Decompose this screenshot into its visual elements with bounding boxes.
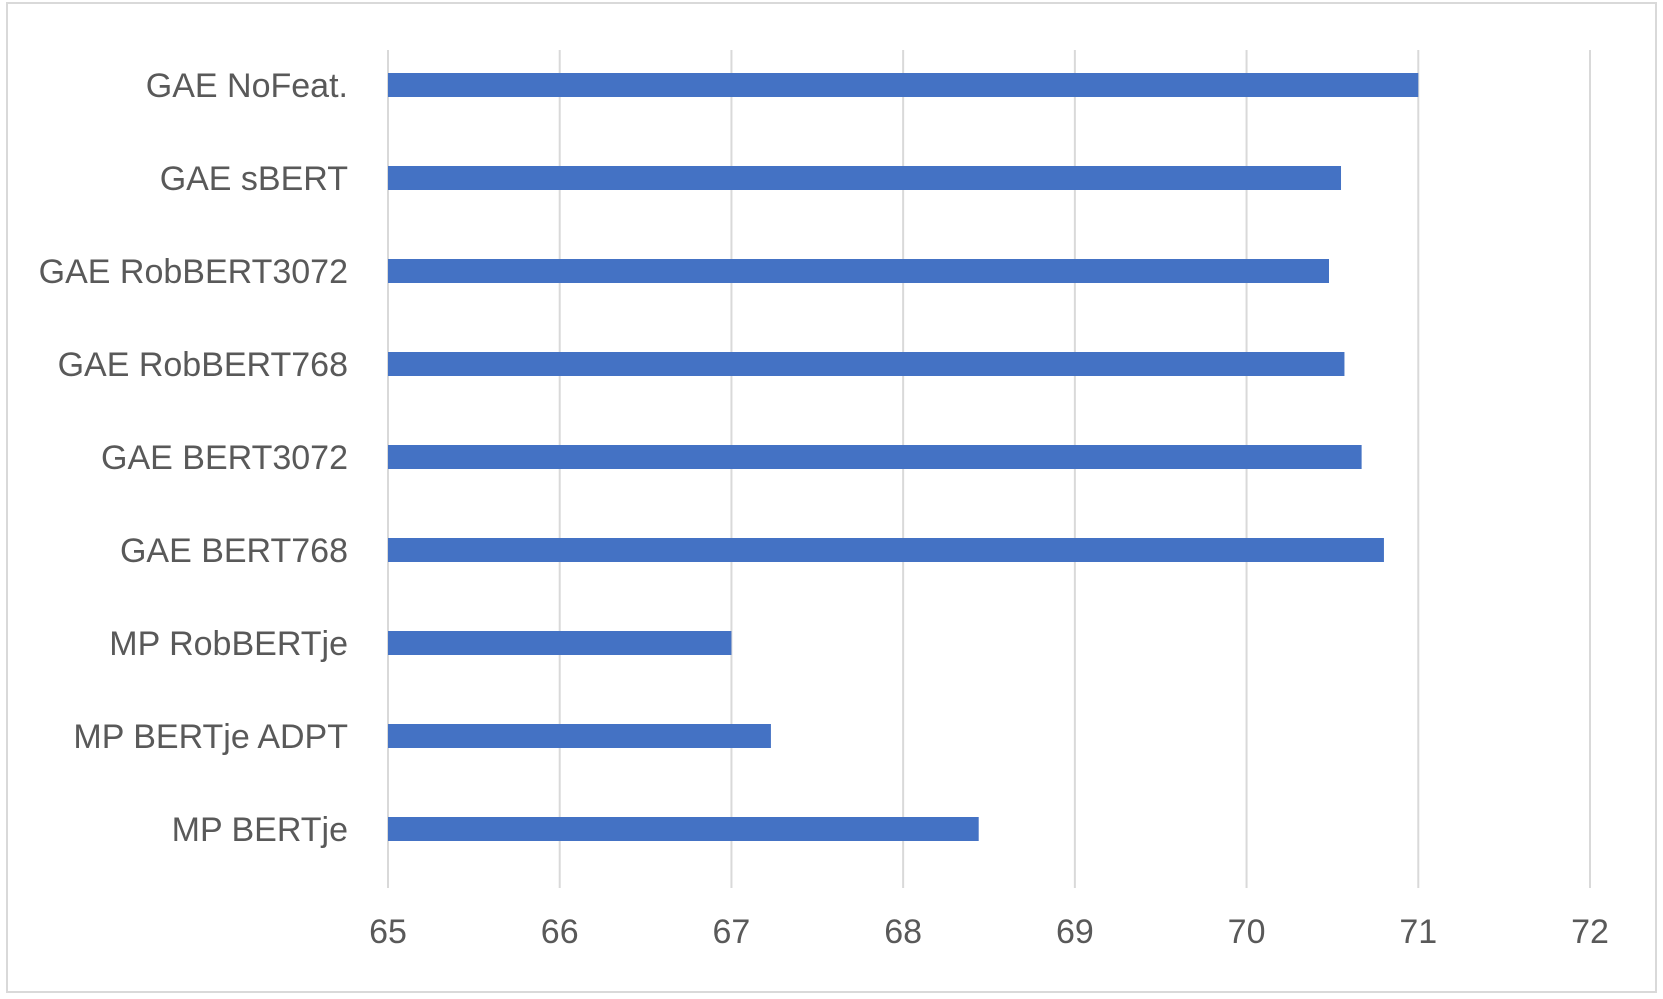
x-tick-labels: 65 66 67 68 69 70 71 72 [369, 913, 1609, 951]
bar-gae-robbert3072 [388, 259, 1329, 283]
x-tick-label: 67 [713, 913, 751, 951]
category-label: MP RobBERTje [109, 625, 348, 663]
bar-gae-bert768 [388, 538, 1384, 562]
category-label: GAE BERT3072 [101, 439, 348, 477]
category-labels: GAE NoFeat. GAE sBERT GAE RobBERT3072 GAE R… [39, 67, 348, 849]
x-tick-label: 70 [1228, 913, 1266, 951]
x-tick-label: 68 [884, 913, 922, 951]
category-label: GAE BERT768 [120, 532, 348, 570]
category-label: GAE RobBERT3072 [39, 253, 348, 291]
category-label: GAE NoFeat. [146, 67, 348, 105]
bar-mp-robbertje [388, 631, 732, 655]
bar-mp-bertje-adpt [388, 724, 771, 748]
x-tick-label: 72 [1571, 913, 1609, 951]
category-label: MP BERTje ADPT [73, 718, 348, 756]
bar-mp-bertje [388, 817, 979, 841]
bar-gae-nofeat [388, 73, 1419, 97]
category-label: MP BERTje [172, 811, 348, 849]
bar-gae-robbert768 [388, 352, 1345, 376]
x-tick-label: 69 [1056, 913, 1094, 951]
bar-gae-bert3072 [388, 445, 1362, 469]
x-tick-label: 65 [369, 913, 407, 951]
bars [388, 73, 1419, 841]
x-tick-label: 66 [541, 913, 579, 951]
bar-gae-sbert [388, 166, 1342, 190]
category-label: GAE RobBERT768 [58, 346, 348, 384]
category-label: GAE sBERT [160, 160, 348, 198]
x-tick-label: 71 [1399, 913, 1437, 951]
